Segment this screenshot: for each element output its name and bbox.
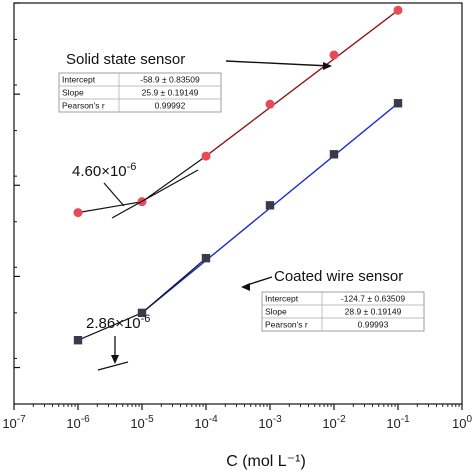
x-tick-label: 10-1 [386,414,410,431]
x-tick-base: 10 [452,416,466,431]
data-markers [73,5,403,345]
detection-limit-exponent: -6 [141,313,151,325]
x-tick-base: 10 [386,416,400,431]
stats-label: Slope [265,307,287,317]
stats-value: -58.9 ± 0.83509 [140,75,200,85]
annotations: Solid state sensor Intercept -58.9 ± 0.835… [58,51,425,371]
x-tick-exponent: -6 [81,414,90,425]
dl-pointer-solid-state [103,182,125,207]
x-tick-base: 10 [194,416,208,431]
stats-table-solid-state: Intercept -58.9 ± 0.83509 Slope 25.9 ± 0.19… [58,72,222,113]
stats-value: -124.7 ± 0.63509 [341,294,405,304]
series-label-solid-state: Solid state sensor [66,51,185,68]
x-tick-base: 10 [258,416,272,431]
dl-arrow-head-coated-wire [111,355,119,364]
arrow-head-coated-wire [241,283,250,291]
x-tick-exponent: -7 [17,414,26,425]
detection-limit-mantissa: 2.86×10 [86,315,141,332]
solid-state-point [393,5,403,15]
detection-limit-mantissa: 4.60×10 [72,163,127,180]
detection-limit-exponent: -6 [127,161,137,173]
solid-state-point [265,99,275,109]
dl-tangent-solid-state [111,169,199,219]
x-tick-exponent: 0 [466,414,472,425]
x-tick-label: 10-7 [2,414,26,431]
x-tick-base: 10 [322,416,336,431]
coated-wire-point [265,201,275,210]
stats-table-border [261,291,425,332]
stats-value: 0.99992 [155,101,186,111]
fit-line-solid-state [205,9,399,157]
stats-label: Pearson's r [62,101,105,111]
plot-frame-group [13,2,463,405]
dl-tangent-coated-wire [97,361,129,371]
plot-frame [13,2,463,405]
x-tick-label: 10-6 [66,414,90,431]
stats-label: Slope [62,88,84,98]
stats-value: 28.9 ± 0.19149 [345,307,402,317]
x-tick-label: 10-3 [258,414,282,431]
x-tick-exponent: -4 [209,414,218,425]
coated-wire-point [73,336,83,345]
x-tick-label: 10-2 [322,414,346,431]
x-axis-title: C (mol L⁻¹) [226,453,306,470]
x-tick-label: 10-5 [130,414,154,431]
stats-label: Pearson's r [265,320,308,330]
series-label-coated-wire: Coated wire sensor [274,268,403,285]
solid-state-point [201,151,211,161]
detection-limit-coated-wire: 2.86×10-6 [86,313,150,332]
coated-wire-point [393,99,403,108]
coated-wire-point [201,253,211,263]
y-axis [14,2,20,405]
x-tick-base: 10 [66,416,80,431]
x-tick-base: 10 [130,416,144,431]
x-tick-base: 10 [2,416,16,431]
x-tick-exponent: -2 [337,414,346,425]
arrow-line-solid-state [225,60,331,67]
solid-state-point [73,208,83,218]
stats-value: 0.99993 [358,320,389,330]
coated-wire-point [329,150,339,159]
x-tick-exponent: -5 [145,414,154,425]
x-tick-exponent: -1 [401,414,410,425]
coated-wire-point [137,308,147,318]
x-tick-exponent: -3 [273,414,282,425]
x-tick-label: 100 [452,414,472,431]
arrow-line-coated-wire [246,276,273,286]
arrow-head-solid-state [323,62,332,70]
stats-value: 25.9 ± 0.19149 [142,88,199,98]
x-tick-label: 10-4 [194,414,218,431]
x-axis: 10-7 10-6 10-5 10-4 10-3 10-2 10-1 100 [2,404,472,431]
detection-limit-solid-state: 4.60×10-6 [72,161,136,180]
stats-table-border [58,72,222,113]
stats-table-coated-wire: Intercept -124.7 ± 0.63509 Slope 28.9 ± 0.1… [261,291,425,332]
solid-state-point [329,50,339,60]
stats-label: Intercept [62,75,96,85]
stats-label: Intercept [265,294,299,304]
